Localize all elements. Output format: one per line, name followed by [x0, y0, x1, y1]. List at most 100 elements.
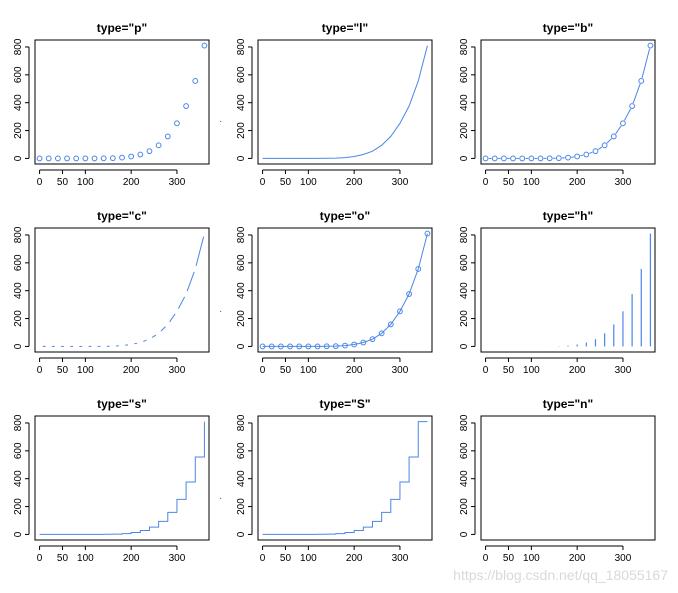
- plot-frame: [480, 39, 656, 165]
- y-tick-label: 0: [13, 343, 24, 349]
- y-tick-label: 400: [459, 282, 470, 299]
- plot-frame: [34, 227, 210, 353]
- x-tick-label: 50: [57, 553, 69, 564]
- panel-4: type="c" 0 50 100 200 300 0 200 400 600 800: [13, 209, 210, 376]
- x-tick-label: 300: [615, 177, 632, 188]
- data-segment: [178, 296, 186, 309]
- y-tick-label: 600: [13, 254, 24, 271]
- data-point: [164, 133, 171, 140]
- x-tick-label: 50: [280, 365, 292, 376]
- data-segment: [597, 146, 603, 150]
- data-step-line: [39, 421, 205, 535]
- data-segment: [606, 138, 612, 144]
- y-tick-label: 400: [459, 94, 470, 111]
- data-point: [128, 153, 135, 160]
- data-point: [424, 230, 431, 237]
- data-point: [174, 120, 180, 127]
- y-tick-label: 400: [13, 94, 24, 111]
- data-point: [360, 339, 367, 346]
- x-tick-label: 100: [523, 553, 540, 564]
- y-tick-label: 200: [459, 310, 470, 327]
- x-tick-label: 200: [569, 365, 586, 376]
- chart-title: type="b": [543, 21, 593, 35]
- data-point: [601, 142, 608, 149]
- data-point: [100, 155, 107, 162]
- y-tick-label: 0: [236, 343, 247, 349]
- x-tick-label: 200: [123, 365, 140, 376]
- data-point: [369, 336, 376, 343]
- y-tick-label: 800: [13, 414, 24, 431]
- y-tick-label: 0: [459, 531, 470, 537]
- plot-frame: [257, 39, 433, 165]
- x-tick-label: 200: [123, 553, 140, 564]
- data-point: [36, 155, 43, 162]
- x-tick-label: 200: [346, 553, 363, 564]
- chart-title: type="l": [322, 21, 368, 35]
- data-point: [137, 151, 144, 158]
- x-tick-label: 300: [392, 365, 409, 376]
- y-tick-label: 400: [13, 282, 24, 299]
- chart-title: type="o": [320, 209, 370, 223]
- data-point: [519, 155, 526, 162]
- data-point: [546, 155, 553, 162]
- panel-3: type="b" 0 50 100 200 300 0 200 400 600 800: [459, 21, 656, 188]
- x-tick-label: 200: [346, 365, 363, 376]
- x-tick-label: 300: [169, 177, 186, 188]
- x-tick-label: 50: [57, 177, 69, 188]
- x-tick-label: 0: [37, 553, 43, 564]
- data-point: [146, 148, 153, 155]
- data-segment: [134, 342, 138, 345]
- y-tick-label: 800: [236, 38, 247, 55]
- y-tick-label: 600: [13, 442, 24, 459]
- watermark-text: https://blog.csdn.net/qq_18055167: [453, 567, 668, 583]
- y-tick-label: 200: [13, 310, 24, 327]
- x-tick-label: 50: [503, 177, 515, 188]
- y-tick-label: 0: [459, 343, 470, 349]
- y-tick-label: 800: [459, 38, 470, 55]
- stray-mark-1: ·: [219, 116, 223, 127]
- y-tick-label: 0: [13, 531, 24, 537]
- panel-2: type="l" 0 50 100 200 300 0 200 400 600 800: [236, 21, 433, 188]
- x-tick-label: 0: [483, 553, 489, 564]
- data-line: [262, 233, 428, 347]
- data-point: [119, 154, 125, 161]
- data-segment: [160, 326, 166, 332]
- stray-mark-2: ·: [219, 306, 223, 317]
- x-tick-label: 100: [300, 365, 317, 376]
- x-tick-label: 300: [392, 553, 409, 564]
- data-point: [64, 155, 70, 162]
- x-tick-label: 100: [77, 553, 94, 564]
- y-tick-label: 400: [236, 282, 247, 299]
- y-tick-label: 0: [236, 531, 247, 537]
- data-point: [268, 343, 275, 350]
- data-point: [610, 133, 617, 140]
- data-point: [287, 343, 293, 350]
- data-segment: [186, 271, 195, 292]
- x-tick-label: 50: [280, 553, 292, 564]
- y-tick-label: 200: [13, 122, 24, 139]
- data-point: [638, 78, 645, 84]
- data-segment: [641, 48, 651, 78]
- x-tick-label: 200: [346, 177, 363, 188]
- y-tick-label: 0: [236, 155, 247, 161]
- y-tick-label: 200: [13, 498, 24, 515]
- data-point: [629, 103, 636, 109]
- data-point: [528, 155, 535, 162]
- x-tick-label: 100: [77, 365, 94, 376]
- chart-title: type="p": [97, 21, 147, 35]
- y-tick-label: 400: [459, 470, 470, 487]
- x-tick-label: 0: [483, 177, 489, 188]
- y-tick-label: 800: [236, 226, 247, 243]
- x-tick-label: 0: [37, 177, 43, 188]
- data-segment: [615, 125, 622, 135]
- plot-frame: [257, 227, 433, 353]
- data-point: [574, 153, 581, 160]
- data-segment: [624, 108, 632, 121]
- y-tick-label: 200: [236, 498, 247, 515]
- chart-title: type="h": [543, 209, 593, 223]
- y-tick-label: 600: [459, 254, 470, 271]
- data-point: [183, 103, 190, 109]
- data-point: [192, 78, 199, 84]
- data-point: [54, 155, 61, 162]
- y-tick-label: 800: [459, 226, 470, 243]
